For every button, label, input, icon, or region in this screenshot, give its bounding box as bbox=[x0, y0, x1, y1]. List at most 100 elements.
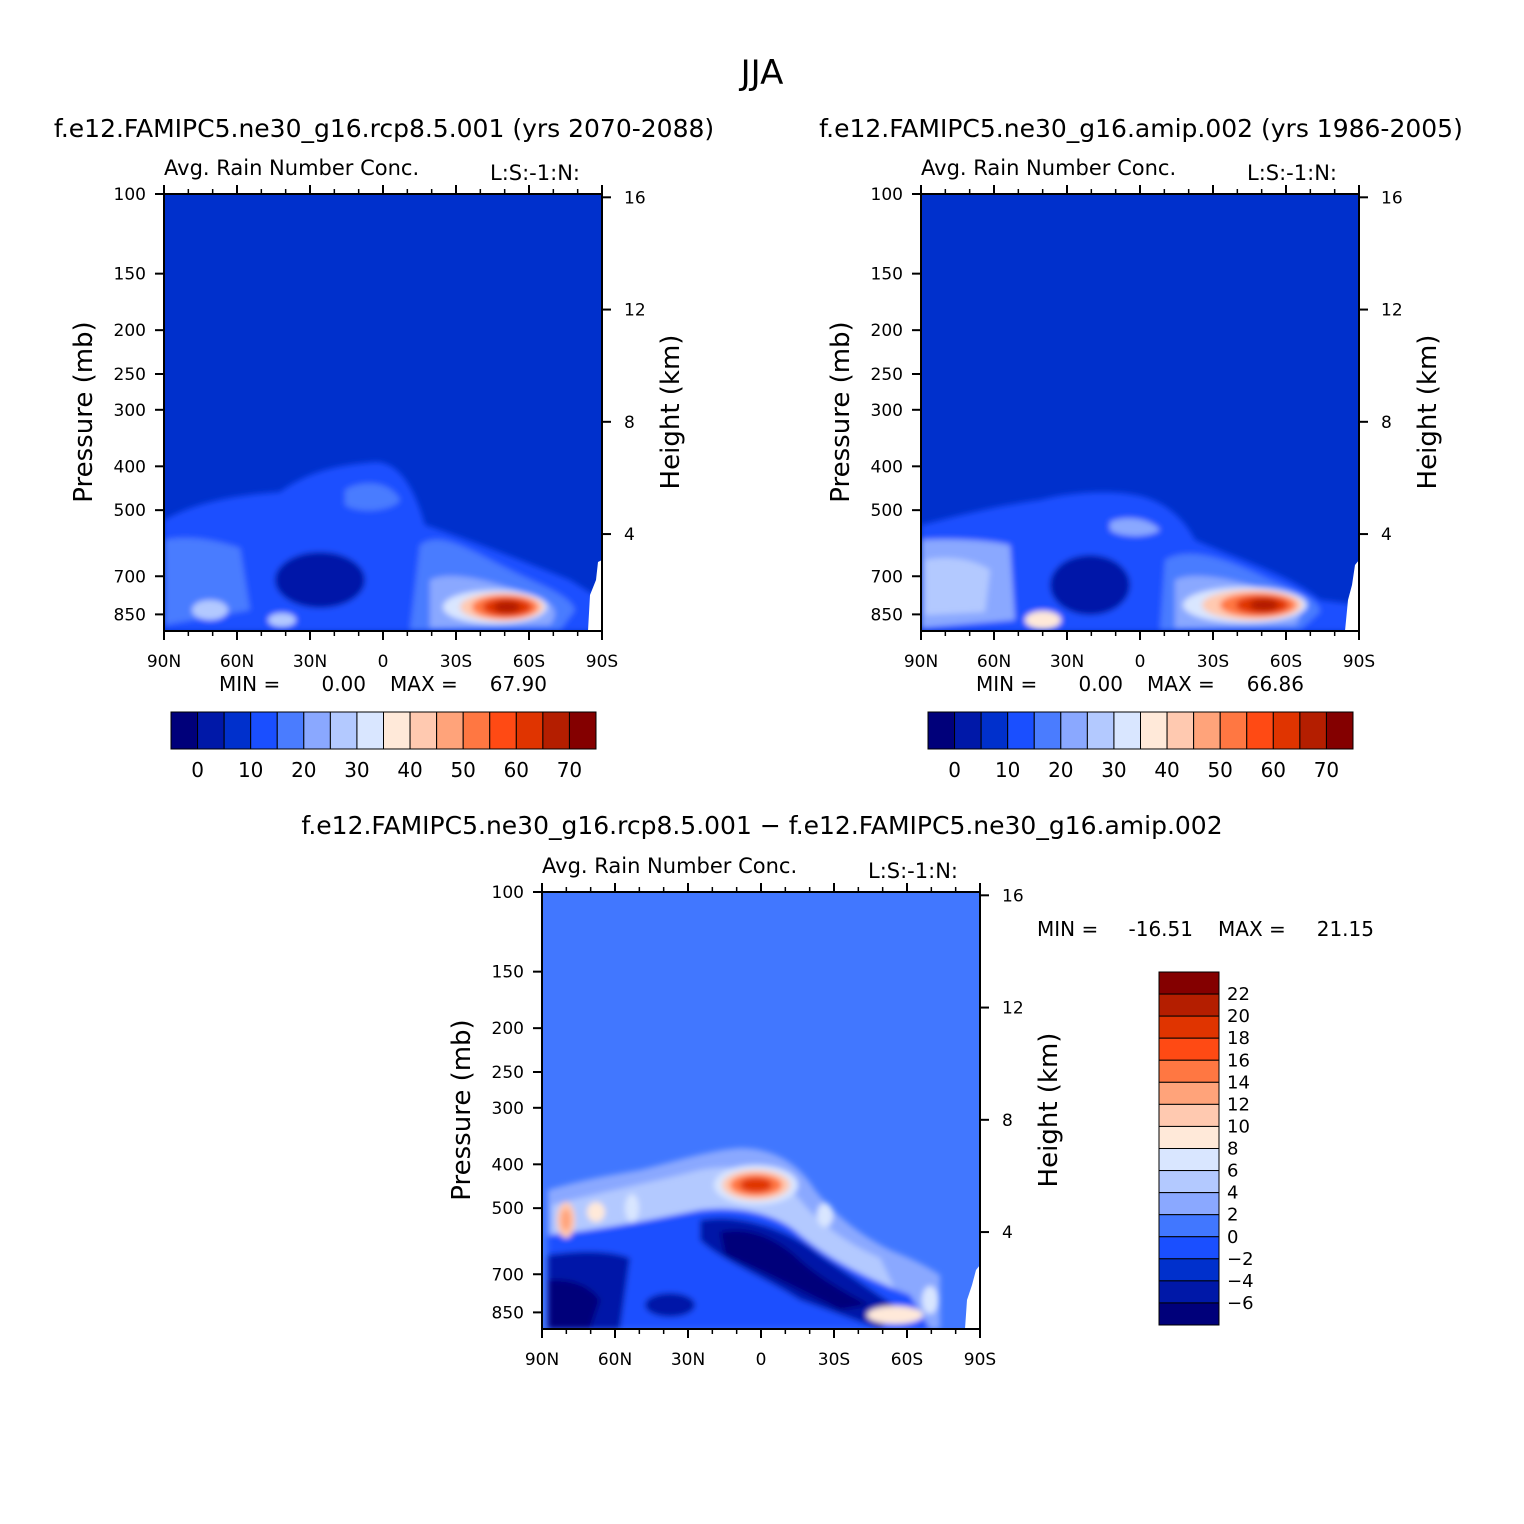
colorbar-box bbox=[1158, 1170, 1220, 1194]
contour-region bbox=[867, 1306, 923, 1324]
colorbar-box bbox=[197, 711, 225, 750]
colorbar-box bbox=[1033, 711, 1062, 750]
colorbar-box bbox=[515, 711, 544, 750]
colorbar-box bbox=[1158, 1302, 1220, 1326]
panel-b-ylabel-right: Height (km) bbox=[1413, 335, 1443, 490]
x-tick-label: 60N bbox=[220, 652, 254, 672]
x-tick-label: 0 bbox=[378, 652, 389, 672]
colorbar-box bbox=[462, 711, 491, 750]
diff-title: f.e12.FAMIPC5.ne30_g16.rcp8.5.001 − f.e1… bbox=[301, 811, 1222, 840]
colorbar-box bbox=[1158, 1192, 1220, 1216]
y-tick-label: 100 bbox=[492, 883, 524, 903]
y-tick-label: 100 bbox=[871, 185, 903, 205]
panel-b-max-value: 66.86 bbox=[1247, 672, 1304, 696]
panel-a-min-label: MIN = bbox=[219, 672, 280, 696]
panel-c-title: Avg. Rain Number Conc. bbox=[542, 854, 797, 878]
colorbar-label: 40 bbox=[1154, 758, 1179, 782]
y-right-tick-label: 16 bbox=[1002, 886, 1024, 906]
colorbar-label: 4 bbox=[1227, 1183, 1238, 1204]
panel-b-min-label: MIN = bbox=[976, 672, 1037, 696]
panel-c: Avg. Rain Number Conc. L:S:-1:N: bbox=[447, 854, 1374, 1370]
colorbar-box bbox=[1158, 1037, 1220, 1061]
y-tick-label: 250 bbox=[114, 365, 146, 385]
contour-region bbox=[548, 1279, 600, 1329]
y-tick-label: 400 bbox=[492, 1155, 524, 1175]
y-tick-label: 300 bbox=[492, 1099, 524, 1119]
panel-c-max-value: 21.15 bbox=[1317, 917, 1374, 941]
contour-region bbox=[720, 1230, 870, 1310]
x-tick-label: 60S bbox=[891, 1350, 923, 1370]
panel-a-ylabel: Pressure (mb) bbox=[69, 321, 99, 502]
panel-a-min-value: 0.00 bbox=[321, 672, 366, 696]
colorbar-label: 10 bbox=[238, 758, 263, 782]
colorbar-label: −4 bbox=[1227, 1271, 1254, 1292]
colorbar-label: 40 bbox=[397, 758, 422, 782]
contour-region bbox=[1025, 611, 1061, 629]
colorbar-label: 50 bbox=[1207, 758, 1232, 782]
panel-c-axes: 90N 60N 30N 0 30S 60S 90S 100 150 200 250 300 400 500… bbox=[492, 883, 1024, 1370]
colorbar-label: 70 bbox=[1314, 758, 1339, 782]
missing-data bbox=[588, 560, 602, 631]
colorbar-label: 0 bbox=[191, 758, 204, 782]
panel-a: Avg. Rain Number Conc. L:S:-1:N: bbox=[69, 156, 686, 782]
panel-a-max-value: 67.90 bbox=[490, 672, 547, 696]
colorbar-label: 22 bbox=[1227, 984, 1250, 1005]
x-tick-label: 60N bbox=[598, 1350, 632, 1370]
panel-c-max-label: MAX = bbox=[1218, 917, 1286, 941]
colorbar-box bbox=[1007, 711, 1035, 750]
colorbar-box bbox=[1166, 711, 1195, 750]
y-right-tick-label: 4 bbox=[624, 525, 635, 545]
colorbar-label: 30 bbox=[344, 758, 369, 782]
panel-b-field bbox=[921, 194, 1359, 631]
y-tick-label: 400 bbox=[114, 457, 146, 477]
x-tick-label: 90N bbox=[147, 652, 181, 672]
colorbar-box bbox=[1193, 711, 1221, 750]
colorbar-label: 0 bbox=[1227, 1227, 1238, 1248]
y-tick-label: 100 bbox=[114, 185, 146, 205]
colorbar-box bbox=[329, 711, 358, 750]
y-right-tick-label: 12 bbox=[624, 301, 646, 321]
colorbar-box bbox=[1158, 993, 1220, 1017]
y-tick-label: 150 bbox=[871, 265, 903, 285]
x-tick-label: 90S bbox=[586, 652, 618, 672]
y-right-tick-label: 12 bbox=[1002, 999, 1024, 1019]
contour-region bbox=[587, 1202, 605, 1222]
colorbar-box bbox=[250, 711, 278, 750]
colorbar-label: 0 bbox=[948, 758, 961, 782]
panel-a-title: Avg. Rain Number Conc. bbox=[164, 156, 419, 180]
colorbar-box bbox=[1158, 1125, 1220, 1149]
contour-region bbox=[645, 1293, 695, 1317]
colorbar-box bbox=[1158, 971, 1220, 995]
colorbar-label: 20 bbox=[1227, 1006, 1250, 1027]
colorbar-label: 60 bbox=[1261, 758, 1286, 782]
colorbar-box bbox=[170, 711, 199, 750]
contour-region bbox=[740, 1178, 772, 1192]
panel-a-field bbox=[164, 194, 602, 631]
contour-region bbox=[345, 483, 400, 511]
colorbar-box bbox=[303, 711, 331, 750]
panel-b-min-value: 0.00 bbox=[1078, 672, 1123, 696]
y-tick-label: 200 bbox=[871, 321, 903, 341]
colorbar-label: 10 bbox=[995, 758, 1020, 782]
x-tick-label: 60S bbox=[1270, 652, 1302, 672]
colorbar-box bbox=[1158, 1258, 1220, 1282]
colorbar-label: 12 bbox=[1227, 1094, 1250, 1115]
y-right-tick-label: 8 bbox=[624, 413, 635, 433]
panel-a-max-label: MAX = bbox=[390, 672, 458, 696]
contour-region bbox=[268, 613, 296, 627]
y-tick-label: 700 bbox=[871, 567, 903, 587]
y-right-tick-label: 12 bbox=[1381, 301, 1403, 321]
y-right-tick-label: 8 bbox=[1381, 413, 1392, 433]
panel-a-tag: L:S:-1:N: bbox=[490, 161, 580, 185]
colorbar-label: 50 bbox=[450, 758, 475, 782]
panel-b-axes: 90N 60N 30N 0 30S 60S 90S 100 150 200 250 300 400 500… bbox=[871, 185, 1403, 672]
colorbar-box bbox=[223, 711, 252, 750]
y-tick-label: 500 bbox=[871, 501, 903, 521]
x-tick-label: 0 bbox=[756, 1350, 767, 1370]
contour-region bbox=[922, 1286, 938, 1314]
y-tick-label: 150 bbox=[114, 265, 146, 285]
y-tick-label: 850 bbox=[871, 605, 903, 625]
y-tick-label: 700 bbox=[114, 567, 146, 587]
y-right-tick-label: 4 bbox=[1002, 1223, 1013, 1243]
